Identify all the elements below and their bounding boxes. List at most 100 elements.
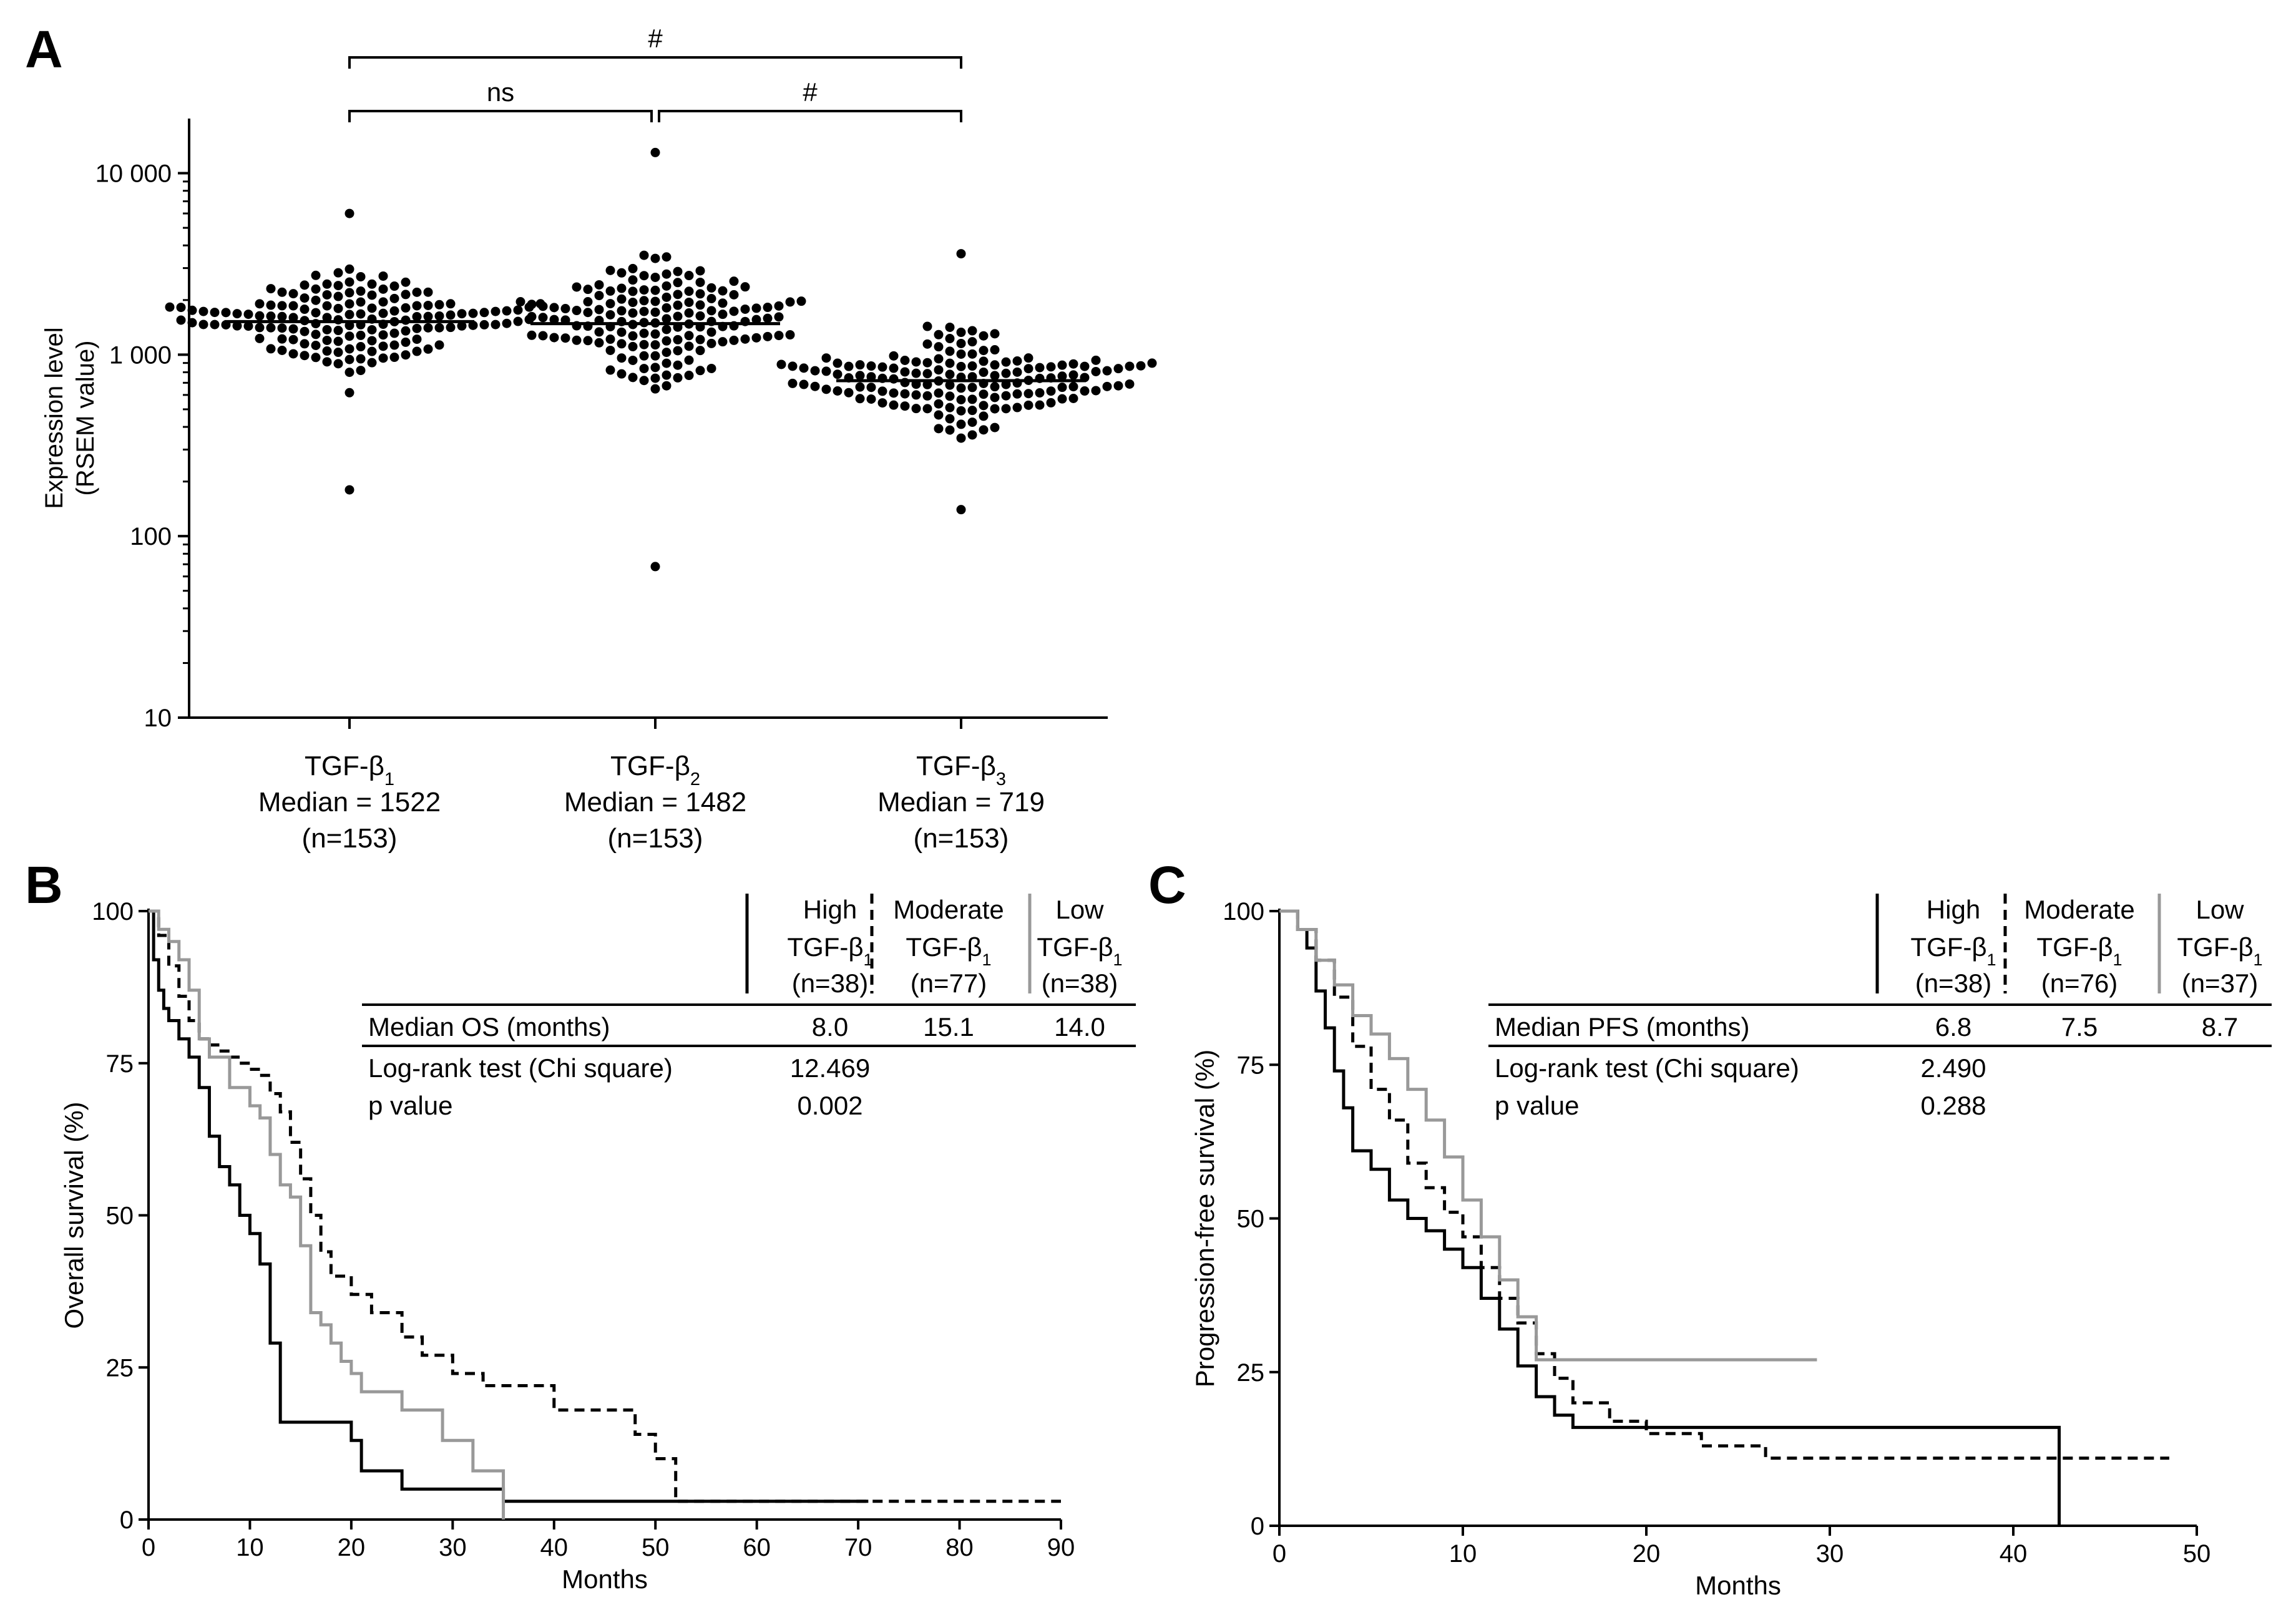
data-point: [617, 327, 627, 337]
data-point: [729, 335, 739, 345]
table-header-line1: Low: [2196, 895, 2244, 924]
data-point: [423, 287, 433, 297]
data-point: [1001, 391, 1011, 401]
data-point: [945, 334, 955, 344]
data-point: [956, 349, 966, 359]
data-point: [695, 334, 705, 344]
data-point: [513, 305, 523, 315]
data-point: [628, 308, 638, 318]
data-point: [1023, 389, 1033, 399]
data-point: [945, 391, 955, 401]
data-point: [855, 394, 865, 404]
data-point: [594, 338, 604, 348]
data-point: [300, 293, 310, 303]
data-point: [796, 296, 806, 306]
data-point: [389, 340, 399, 350]
table-header-line2: TGF-β1: [1910, 932, 1996, 969]
data-point: [617, 294, 627, 304]
significance-label: #: [648, 24, 663, 53]
p-value: 0.288: [1920, 1091, 1986, 1120]
data-point: [639, 271, 649, 281]
data-point: [333, 348, 343, 358]
data-point: [605, 365, 615, 375]
data-point: [583, 297, 593, 307]
survival-curve: [1279, 909, 2169, 1460]
data-point: [594, 291, 604, 301]
group-median-label: Median = 1522: [258, 787, 441, 817]
data-point: [367, 346, 377, 356]
panel-c-progression-free-survival: 0 25 50 75 100 0 10 20 30 40 50 Months Progression-f…: [1190, 894, 2272, 1600]
data-point: [491, 306, 501, 316]
data-point: [774, 301, 784, 311]
data-point: [650, 329, 660, 339]
y-tick-label: 75: [1237, 1052, 1265, 1079]
data-point: [684, 286, 694, 296]
significance-bracket: [658, 110, 962, 122]
data-point: [401, 290, 411, 300]
x-tick-label: 40: [2000, 1540, 2028, 1568]
data-point: [684, 331, 694, 341]
data-point: [877, 362, 887, 372]
data-point: [412, 301, 422, 311]
survival-curve: [1279, 909, 1817, 1362]
data-point: [751, 333, 761, 343]
data-point: [1023, 364, 1033, 374]
data-point: [412, 346, 422, 356]
data-point: [502, 306, 512, 316]
data-point: [356, 297, 366, 307]
data-point: [1113, 364, 1123, 374]
data-point: [673, 346, 683, 356]
x-tick-label: 0: [1273, 1540, 1286, 1568]
significance-bracket: [348, 56, 962, 69]
data-point: [538, 301, 548, 311]
data-point: [706, 363, 716, 373]
data-point: [412, 287, 422, 297]
data-point: [639, 296, 649, 306]
data-point: [389, 328, 399, 338]
table-header-line2: TGF-β1: [2177, 932, 2262, 969]
data-point: [662, 370, 672, 380]
data-point: [344, 368, 354, 378]
data-point: [367, 279, 377, 289]
data-point: [1091, 355, 1101, 365]
data-point: [673, 360, 683, 370]
data-point: [198, 306, 208, 316]
data-point: [198, 320, 208, 329]
data-point: [479, 308, 489, 318]
data-point: [821, 353, 831, 363]
table-header-n: (n=38): [792, 969, 869, 998]
data-point: [956, 361, 966, 371]
data-point: [322, 279, 332, 289]
data-point: [673, 290, 683, 300]
data-point: [855, 382, 865, 392]
data-point: [650, 340, 660, 350]
data-point: [367, 303, 377, 313]
data-point: [1057, 371, 1067, 381]
data-point: [165, 302, 175, 312]
data-point: [945, 425, 955, 435]
data-point: [423, 311, 433, 321]
data-point: [821, 384, 831, 394]
data-point: [763, 331, 773, 341]
data-point: [1057, 360, 1067, 370]
data-point: [311, 341, 321, 351]
data-point: [311, 353, 321, 363]
x-axis-label: Months: [1695, 1571, 1781, 1600]
data-point: [990, 404, 1000, 414]
data-point: [344, 344, 354, 354]
data-point: [344, 264, 354, 274]
data-point: [639, 285, 649, 295]
significance-label: #: [803, 77, 818, 107]
p-value-label: p value: [368, 1091, 452, 1120]
data-point: [945, 322, 955, 332]
data-point: [333, 291, 343, 301]
data-point: [1091, 366, 1101, 376]
data-point: [979, 368, 989, 378]
data-point: [662, 314, 672, 324]
data-point: [628, 298, 638, 308]
data-point: [378, 330, 388, 340]
data-point: [1046, 362, 1056, 372]
data-point: [650, 307, 660, 317]
data-point: [639, 339, 649, 349]
